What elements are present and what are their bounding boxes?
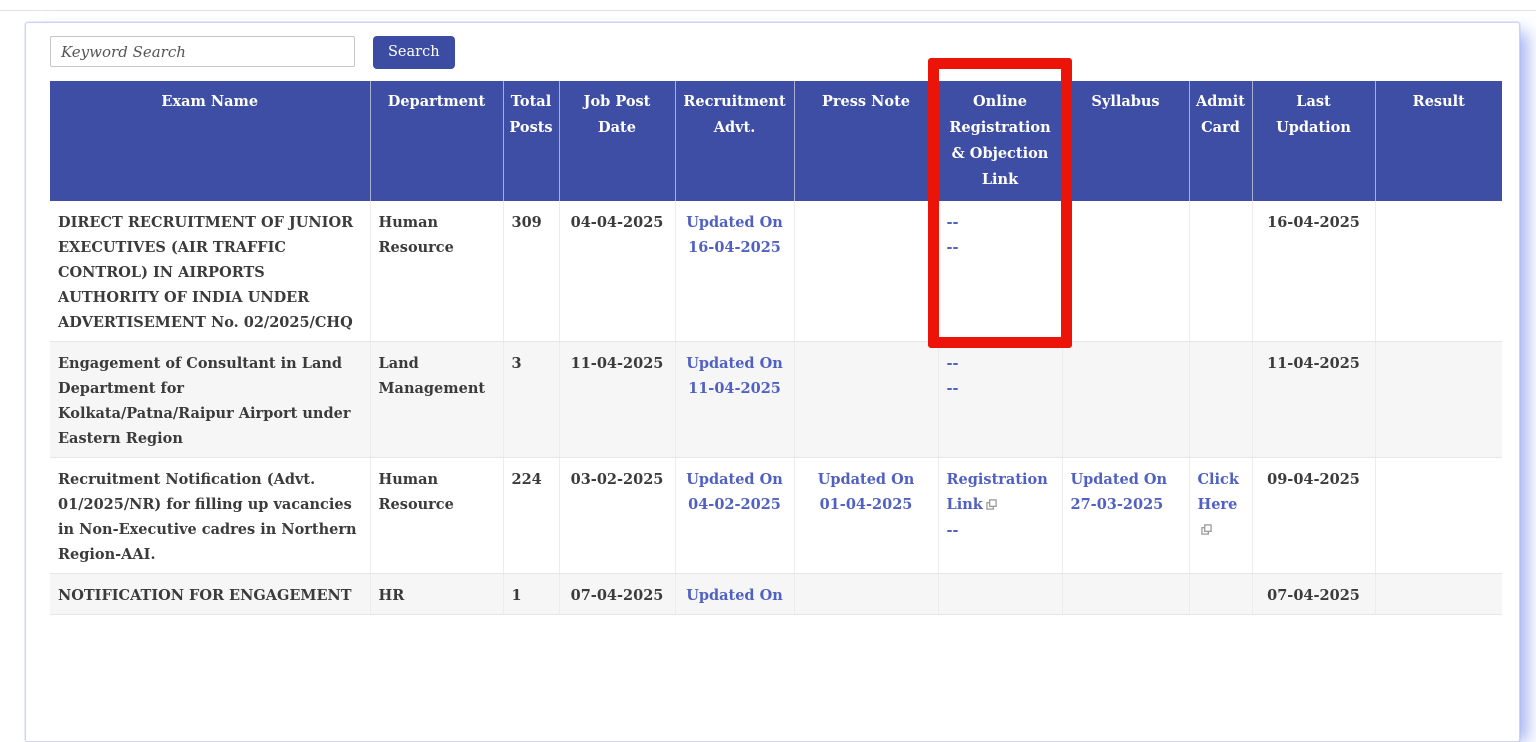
search-bar: Search xyxy=(50,36,1519,69)
cell-total_posts: 309 xyxy=(503,201,560,342)
table-body: DIRECT RECRUITMENT OF JUNIOR EXECUTIVES … xyxy=(50,201,1502,615)
cell-link[interactable]: -- xyxy=(946,522,959,539)
cell-result xyxy=(1375,573,1502,615)
cell-job_post_date: 11-04-2025 xyxy=(559,341,676,458)
cell-link[interactable]: Updated On 11-04-2025 xyxy=(686,355,783,397)
exams-table: Exam Name Department Total Posts Job Post D… xyxy=(50,81,1502,615)
external-link-icon xyxy=(986,493,997,518)
cell-exam_name: Engagement of Consultant in Land Departm… xyxy=(50,341,371,458)
cell-online_reg: Registration Link -- xyxy=(938,457,1063,574)
cell-admit_card xyxy=(1189,341,1253,458)
column-header-exam_name: Exam Name xyxy=(50,81,371,201)
cell-press_note xyxy=(794,573,939,615)
cell-exam_name: Recruitment Notification (Advt. 01/2025/… xyxy=(50,457,371,574)
table-row: Recruitment Notification (Advt. 01/2025/… xyxy=(50,457,1502,574)
column-header-last_updation: Last Updation xyxy=(1252,81,1376,201)
cell-last_updation: 11-04-2025 xyxy=(1252,341,1376,458)
cell-department: Land Management xyxy=(370,341,504,458)
column-header-department: Department xyxy=(370,81,504,201)
cell-link[interactable]: -- xyxy=(946,239,959,256)
column-header-syllabus: Syllabus xyxy=(1062,81,1190,201)
cell-last_updation: 07-04-2025 xyxy=(1252,573,1376,615)
table-header-row: Exam Name Department Total Posts Job Post D… xyxy=(50,81,1502,201)
column-header-online_reg: Online Registration & Objection Link xyxy=(938,81,1063,201)
column-header-result: Result xyxy=(1375,81,1502,201)
cell-link[interactable]: -- xyxy=(946,380,959,397)
cell-online_reg: -- -- xyxy=(938,341,1063,458)
column-header-admit_card: Admit Card xyxy=(1189,81,1253,201)
column-header-total_posts: Total Posts xyxy=(503,81,560,201)
cell-link[interactable]: -- xyxy=(946,355,959,372)
cell-job_post_date: 07-04-2025 xyxy=(559,573,676,615)
cell-syllabus xyxy=(1062,201,1190,342)
cell-department: HR xyxy=(370,573,504,615)
cell-syllabus xyxy=(1062,341,1190,458)
cell-result xyxy=(1375,341,1502,458)
cell-press_note xyxy=(794,201,939,342)
table-row: NOTIFICATION FOR ENGAGEMENT HR 1 07-04-2025… xyxy=(50,573,1502,615)
cell-link[interactable]: Updated On 01-04-2025 xyxy=(817,471,915,513)
search-button[interactable]: Search xyxy=(373,36,455,69)
cell-recruitment_advt: Updated On xyxy=(675,573,795,615)
table-row: Engagement of Consultant in Land Departm… xyxy=(50,341,1502,458)
cell-online_reg: -- -- xyxy=(938,201,1063,342)
cell-recruitment_advt: Updated On 04-02-2025 xyxy=(675,457,795,574)
table-head: Exam Name Department Total Posts Job Post D… xyxy=(50,81,1502,201)
cell-department: Human Resource xyxy=(370,201,504,342)
cell-admit_card xyxy=(1189,573,1253,615)
cell-recruitment_advt: Updated On 11-04-2025 xyxy=(675,341,795,458)
cell-result xyxy=(1375,201,1502,342)
top-divider xyxy=(0,10,1536,11)
cell-link[interactable]: -- xyxy=(946,214,959,231)
cell-link[interactable]: Registration Link xyxy=(947,467,1054,518)
cell-recruitment_advt: Updated On 16-04-2025 xyxy=(675,201,795,342)
cell-department: Human Resource xyxy=(370,457,504,574)
cell-link[interactable]: Updated On 16-04-2025 xyxy=(686,214,783,256)
cell-online_reg xyxy=(938,573,1063,615)
cell-total_posts: 3 xyxy=(503,341,560,458)
cell-total_posts: 224 xyxy=(503,457,560,574)
cell-job_post_date: 04-04-2025 xyxy=(559,201,676,342)
cell-last_updation: 16-04-2025 xyxy=(1252,201,1376,342)
cell-last_updation: 09-04-2025 xyxy=(1252,457,1376,574)
external-link-icon xyxy=(1200,518,1212,543)
cell-link[interactable]: Click Here xyxy=(1198,467,1244,543)
cell-press_note: Updated On 01-04-2025 xyxy=(794,457,939,574)
cell-exam_name: DIRECT RECRUITMENT OF JUNIOR EXECUTIVES … xyxy=(50,201,371,342)
cell-job_post_date: 03-02-2025 xyxy=(559,457,676,574)
cell-total_posts: 1 xyxy=(503,573,560,615)
cell-result xyxy=(1375,457,1502,574)
cell-exam_name: NOTIFICATION FOR ENGAGEMENT xyxy=(50,573,371,615)
cell-press_note xyxy=(794,341,939,458)
table-row: DIRECT RECRUITMENT OF JUNIOR EXECUTIVES … xyxy=(50,201,1502,342)
cell-link[interactable]: Updated On 04-02-2025 xyxy=(686,471,783,513)
cell-syllabus xyxy=(1062,573,1190,615)
column-header-job_post_date: Job Post Date xyxy=(559,81,676,201)
column-header-press_note: Press Note xyxy=(794,81,939,201)
cell-link[interactable]: Updated On xyxy=(686,587,783,604)
cell-admit_card: Click Here xyxy=(1189,457,1253,574)
column-header-recruitment_advt: Recruitment Advt. xyxy=(675,81,795,201)
cell-link[interactable]: Updated On 27-03-2025 xyxy=(1070,471,1168,513)
search-input[interactable] xyxy=(50,36,355,67)
cell-syllabus: Updated On 27-03-2025 xyxy=(1062,457,1190,574)
cell-admit_card xyxy=(1189,201,1253,342)
